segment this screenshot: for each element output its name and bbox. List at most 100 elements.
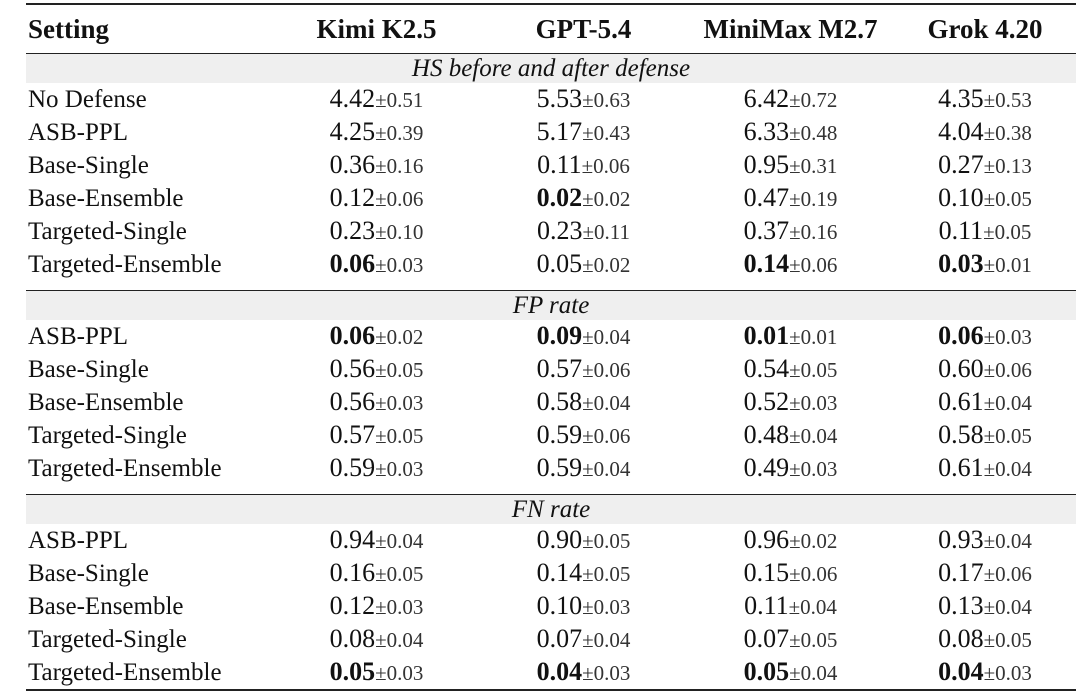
- mean-value: 0.47: [743, 183, 790, 212]
- value-cell: 6.33±0.48: [687, 116, 894, 149]
- std-value: ±0.31: [789, 154, 838, 178]
- setting-cell: Targeted-Single: [28, 218, 187, 245]
- value-cell: 0.11±0.06: [480, 149, 687, 182]
- section-spacer: [26, 485, 1076, 495]
- results-table-container: Setting Kimi K2.5 GPT-5.4 MiniMax M2.7 G…: [26, 3, 1076, 691]
- std-value: ±0.10: [375, 220, 424, 244]
- setting-cell: ASB-PPL: [28, 323, 129, 350]
- value-cell: 0.17±0.06: [894, 557, 1076, 590]
- std-value: ±0.04: [582, 391, 631, 415]
- std-value: ±0.05: [375, 358, 424, 382]
- std-value: ±0.63: [582, 88, 631, 112]
- value-cell: 0.06±0.02: [273, 320, 480, 353]
- table-row: ASB-PPL 0.94±0.04 0.90±0.05 0.96±0.02 0.93±0…: [26, 524, 1076, 557]
- value-cell: 0.11±0.05: [894, 215, 1076, 248]
- value-cell: 0.95±0.31: [687, 149, 894, 182]
- mean-value: 0.95: [743, 150, 790, 179]
- mean-value: 0.06: [329, 321, 376, 350]
- std-value: ±0.06: [581, 154, 630, 178]
- mean-value: 0.58: [536, 387, 583, 416]
- mean-value: 0.08: [329, 624, 376, 653]
- table-row: ASB-PPL 4.25±0.39 5.17±0.43 6.33±0.48 4.04±0…: [26, 116, 1076, 149]
- value-cell: 4.04±0.38: [894, 116, 1076, 149]
- mean-value: 0.56: [329, 354, 376, 383]
- table-row: Targeted-Single 0.08±0.04 0.07±0.04 0.07±0.…: [26, 623, 1076, 656]
- value-cell: 0.08±0.05: [894, 623, 1076, 656]
- value-cell: 0.56±0.03: [273, 386, 480, 419]
- std-value: ±0.03: [375, 661, 424, 685]
- std-value: ±0.05: [983, 220, 1032, 244]
- std-value: ±0.04: [983, 457, 1032, 481]
- value-cell: 4.35±0.53: [894, 83, 1076, 116]
- value-cell: 0.56±0.05: [273, 353, 480, 386]
- std-value: ±0.04: [582, 628, 631, 652]
- mean-value: 0.57: [536, 354, 583, 383]
- value-cell: 0.11±0.04: [687, 590, 894, 623]
- value-cell: 0.14±0.05: [480, 557, 687, 590]
- table-row: Base-Ensemble 0.12±0.06 0.02±0.02 0.47±0.19…: [26, 182, 1076, 215]
- mean-value: 0.54: [743, 354, 790, 383]
- value-cell: 0.14±0.06: [687, 248, 894, 281]
- mean-value: 0.10: [938, 183, 984, 212]
- setting-cell: ASB-PPL: [28, 527, 129, 554]
- mean-value: 0.05: [329, 657, 376, 686]
- std-value: ±0.06: [789, 253, 838, 277]
- mean-value: 0.58: [938, 420, 984, 449]
- std-value: ±0.03: [983, 661, 1032, 685]
- std-value: ±0.04: [983, 595, 1032, 619]
- std-value: ±0.03: [375, 253, 424, 277]
- value-cell: 5.17±0.43: [480, 116, 687, 149]
- value-cell: 5.53±0.63: [480, 83, 687, 116]
- std-value: ±0.43: [582, 121, 631, 145]
- std-value: ±0.19: [789, 187, 838, 211]
- value-cell: 0.10±0.05: [894, 182, 1076, 215]
- section-header-row: FN rate: [26, 494, 1076, 524]
- section-title: HS before and after defense: [26, 53, 1076, 83]
- mean-value: 0.16: [329, 558, 376, 587]
- std-value: ±0.06: [582, 358, 631, 382]
- std-value: ±0.03: [789, 457, 838, 481]
- table-row: Base-Ensemble 0.56±0.03 0.58±0.04 0.52±0.03…: [26, 386, 1076, 419]
- results-table: Setting Kimi K2.5 GPT-5.4 MiniMax M2.7 G…: [26, 3, 1076, 691]
- std-value: ±0.04: [983, 529, 1032, 553]
- value-cell: 0.10±0.03: [480, 590, 687, 623]
- std-value: ±0.05: [582, 529, 631, 553]
- mean-value: 6.33: [743, 117, 790, 146]
- section-header-row: FP rate: [26, 290, 1076, 320]
- mean-value: 4.25: [329, 117, 376, 146]
- mean-value: 4.35: [938, 84, 984, 113]
- value-cell: 0.59±0.03: [273, 452, 480, 485]
- value-cell: 0.54±0.05: [687, 353, 894, 386]
- column-header-grok: Grok 4.20: [894, 3, 1076, 54]
- mean-value: 0.06: [938, 321, 984, 350]
- std-value: ±0.04: [582, 325, 631, 349]
- column-header-gpt: GPT-5.4: [480, 3, 687, 54]
- std-value: ±0.53: [983, 88, 1032, 112]
- value-cell: 0.08±0.04: [273, 623, 480, 656]
- value-cell: 0.36±0.16: [273, 149, 480, 182]
- mean-value: 0.05: [536, 249, 583, 278]
- std-value: ±0.02: [582, 253, 631, 277]
- value-cell: 4.25±0.39: [273, 116, 480, 149]
- value-cell: 0.05±0.04: [687, 656, 894, 691]
- value-cell: 0.07±0.05: [687, 623, 894, 656]
- std-value: ±0.16: [375, 154, 424, 178]
- mean-value: 0.60: [938, 354, 984, 383]
- mean-value: 0.09: [536, 321, 583, 350]
- value-cell: 0.27±0.13: [894, 149, 1076, 182]
- value-cell: 0.61±0.04: [894, 386, 1076, 419]
- mean-value: 0.59: [536, 420, 583, 449]
- value-cell: 0.04±0.03: [894, 656, 1076, 691]
- section-spacer: [26, 281, 1076, 291]
- value-cell: 0.09±0.04: [480, 320, 687, 353]
- setting-cell: ASB-PPL: [28, 119, 129, 146]
- mean-value: 0.36: [329, 150, 376, 179]
- value-cell: 0.94±0.04: [273, 524, 480, 557]
- value-cell: 0.90±0.05: [480, 524, 687, 557]
- section-title: FN rate: [26, 494, 1076, 524]
- mean-value: 0.61: [938, 453, 984, 482]
- mean-value: 0.14: [743, 249, 790, 278]
- section-spacer-cell: [26, 281, 1076, 291]
- value-cell: 0.01±0.01: [687, 320, 894, 353]
- value-cell: 0.16±0.05: [273, 557, 480, 590]
